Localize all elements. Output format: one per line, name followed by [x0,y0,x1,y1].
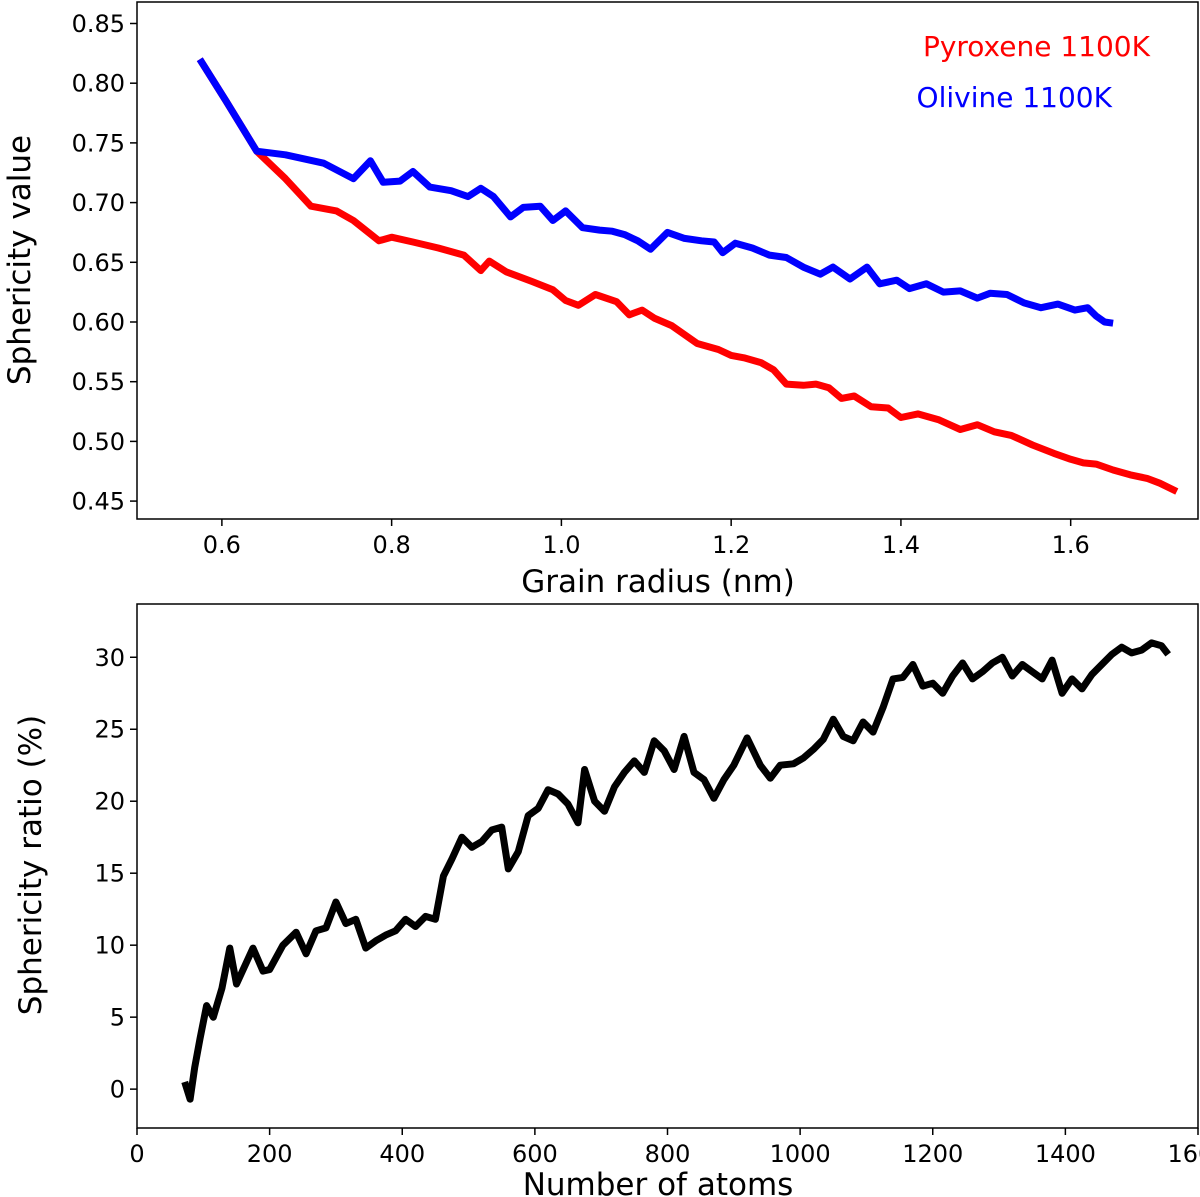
bottom-x-tick-label: 400 [379,1140,425,1168]
top-x-tick-label: 0.8 [373,531,411,559]
top-plot-frame [136,1,1199,520]
bottom-plot-frame [136,603,1199,1129]
top-x-tick-label: 1.0 [542,531,580,559]
top-y-tick-label: 0.45 [72,488,125,516]
panel-bottom-sphericity-ratio: 0 200 400 600 800 1000 1200 1400 1600 0 5 10 15 20 25… [13,603,1200,1197]
panel-top-sphericity-value: 0.6 0.8 1.0 1.2 1.4 1.6 0.450.500.550.600.650… [2,1,1199,600]
bottom-x-tick-label: 1000 [770,1140,831,1168]
top-y-axis-label: Sphericity value [2,135,38,385]
bottom-x-axis-label: Number of atoms [523,1167,794,1197]
bottom-y-tick-label: 5 [110,1004,125,1032]
bottom-y-axis-label: Sphericity ratio (%) [13,715,49,1015]
top-y-tick-label: 0.70 [72,189,125,217]
bottom-x-tick-label: 200 [247,1140,293,1168]
bottom-y-tick-label: 0 [110,1076,125,1104]
top-y-tick-label: 0.80 [72,70,125,98]
bottom-x-tick-label: 1200 [902,1140,963,1168]
bottom-y-tick-label: 10 [94,932,125,960]
top-series-lines [196,57,1179,495]
bottom-y-axis-ticks: 0 5 10 15 20 25 30 [94,644,137,1104]
top-y-tick-label: 0.55 [72,368,125,396]
bottom-x-axis-ticks: 0 200 400 600 800 1000 1200 1400 1600 [129,1128,1200,1168]
legend-entry-pyroxene: Pyroxene 1100K [923,30,1151,63]
top-x-axis-label: Grain radius (nm) [521,564,795,600]
bottom-y-tick-label: 20 [94,788,125,816]
top-legend: Pyroxene 1100K Olivine 1100K [917,30,1151,114]
top-x-tick-label: 1.4 [882,531,920,559]
top-x-tick-label: 0.6 [203,531,241,559]
top-x-axis-ticks: 0.6 0.8 1.0 1.2 1.4 1.6 [203,519,1090,559]
top-y-tick-label: 0.65 [72,249,125,277]
bottom-x-tick-label: 600 [512,1140,558,1168]
bottom-x-tick-label: 1400 [1035,1140,1096,1168]
bottom-series-line-1 [181,639,1171,1103]
bottom-x-tick-label: 1600 [1167,1140,1200,1168]
top-y-tick-label: 0.50 [72,428,125,456]
top-y-tick-label: 0.85 [72,10,125,38]
top-y-tick-label: 0.75 [72,129,125,157]
bottom-y-tick-label: 15 [94,860,125,888]
top-y-tick-label: 0.60 [72,308,125,336]
top-x-tick-label: 1.2 [712,531,750,559]
top-series-line-2 [196,57,1114,327]
top-y-axis-ticks: 0.45 0.50 0.55 0.60 0.65 0.70 0.75 0.80 0.85 [72,10,137,516]
bottom-x-tick-label: 800 [645,1140,691,1168]
bottom-y-tick-label: 30 [94,644,125,672]
legend-entry-olivine: Olivine 1100K [917,81,1113,114]
bottom-series-lines [181,639,1171,1103]
bottom-x-tick-label: 0 [129,1140,144,1168]
top-series-line-1 [196,57,1179,495]
bottom-y-tick-label: 25 [94,716,125,744]
top-x-tick-label: 1.6 [1052,531,1090,559]
